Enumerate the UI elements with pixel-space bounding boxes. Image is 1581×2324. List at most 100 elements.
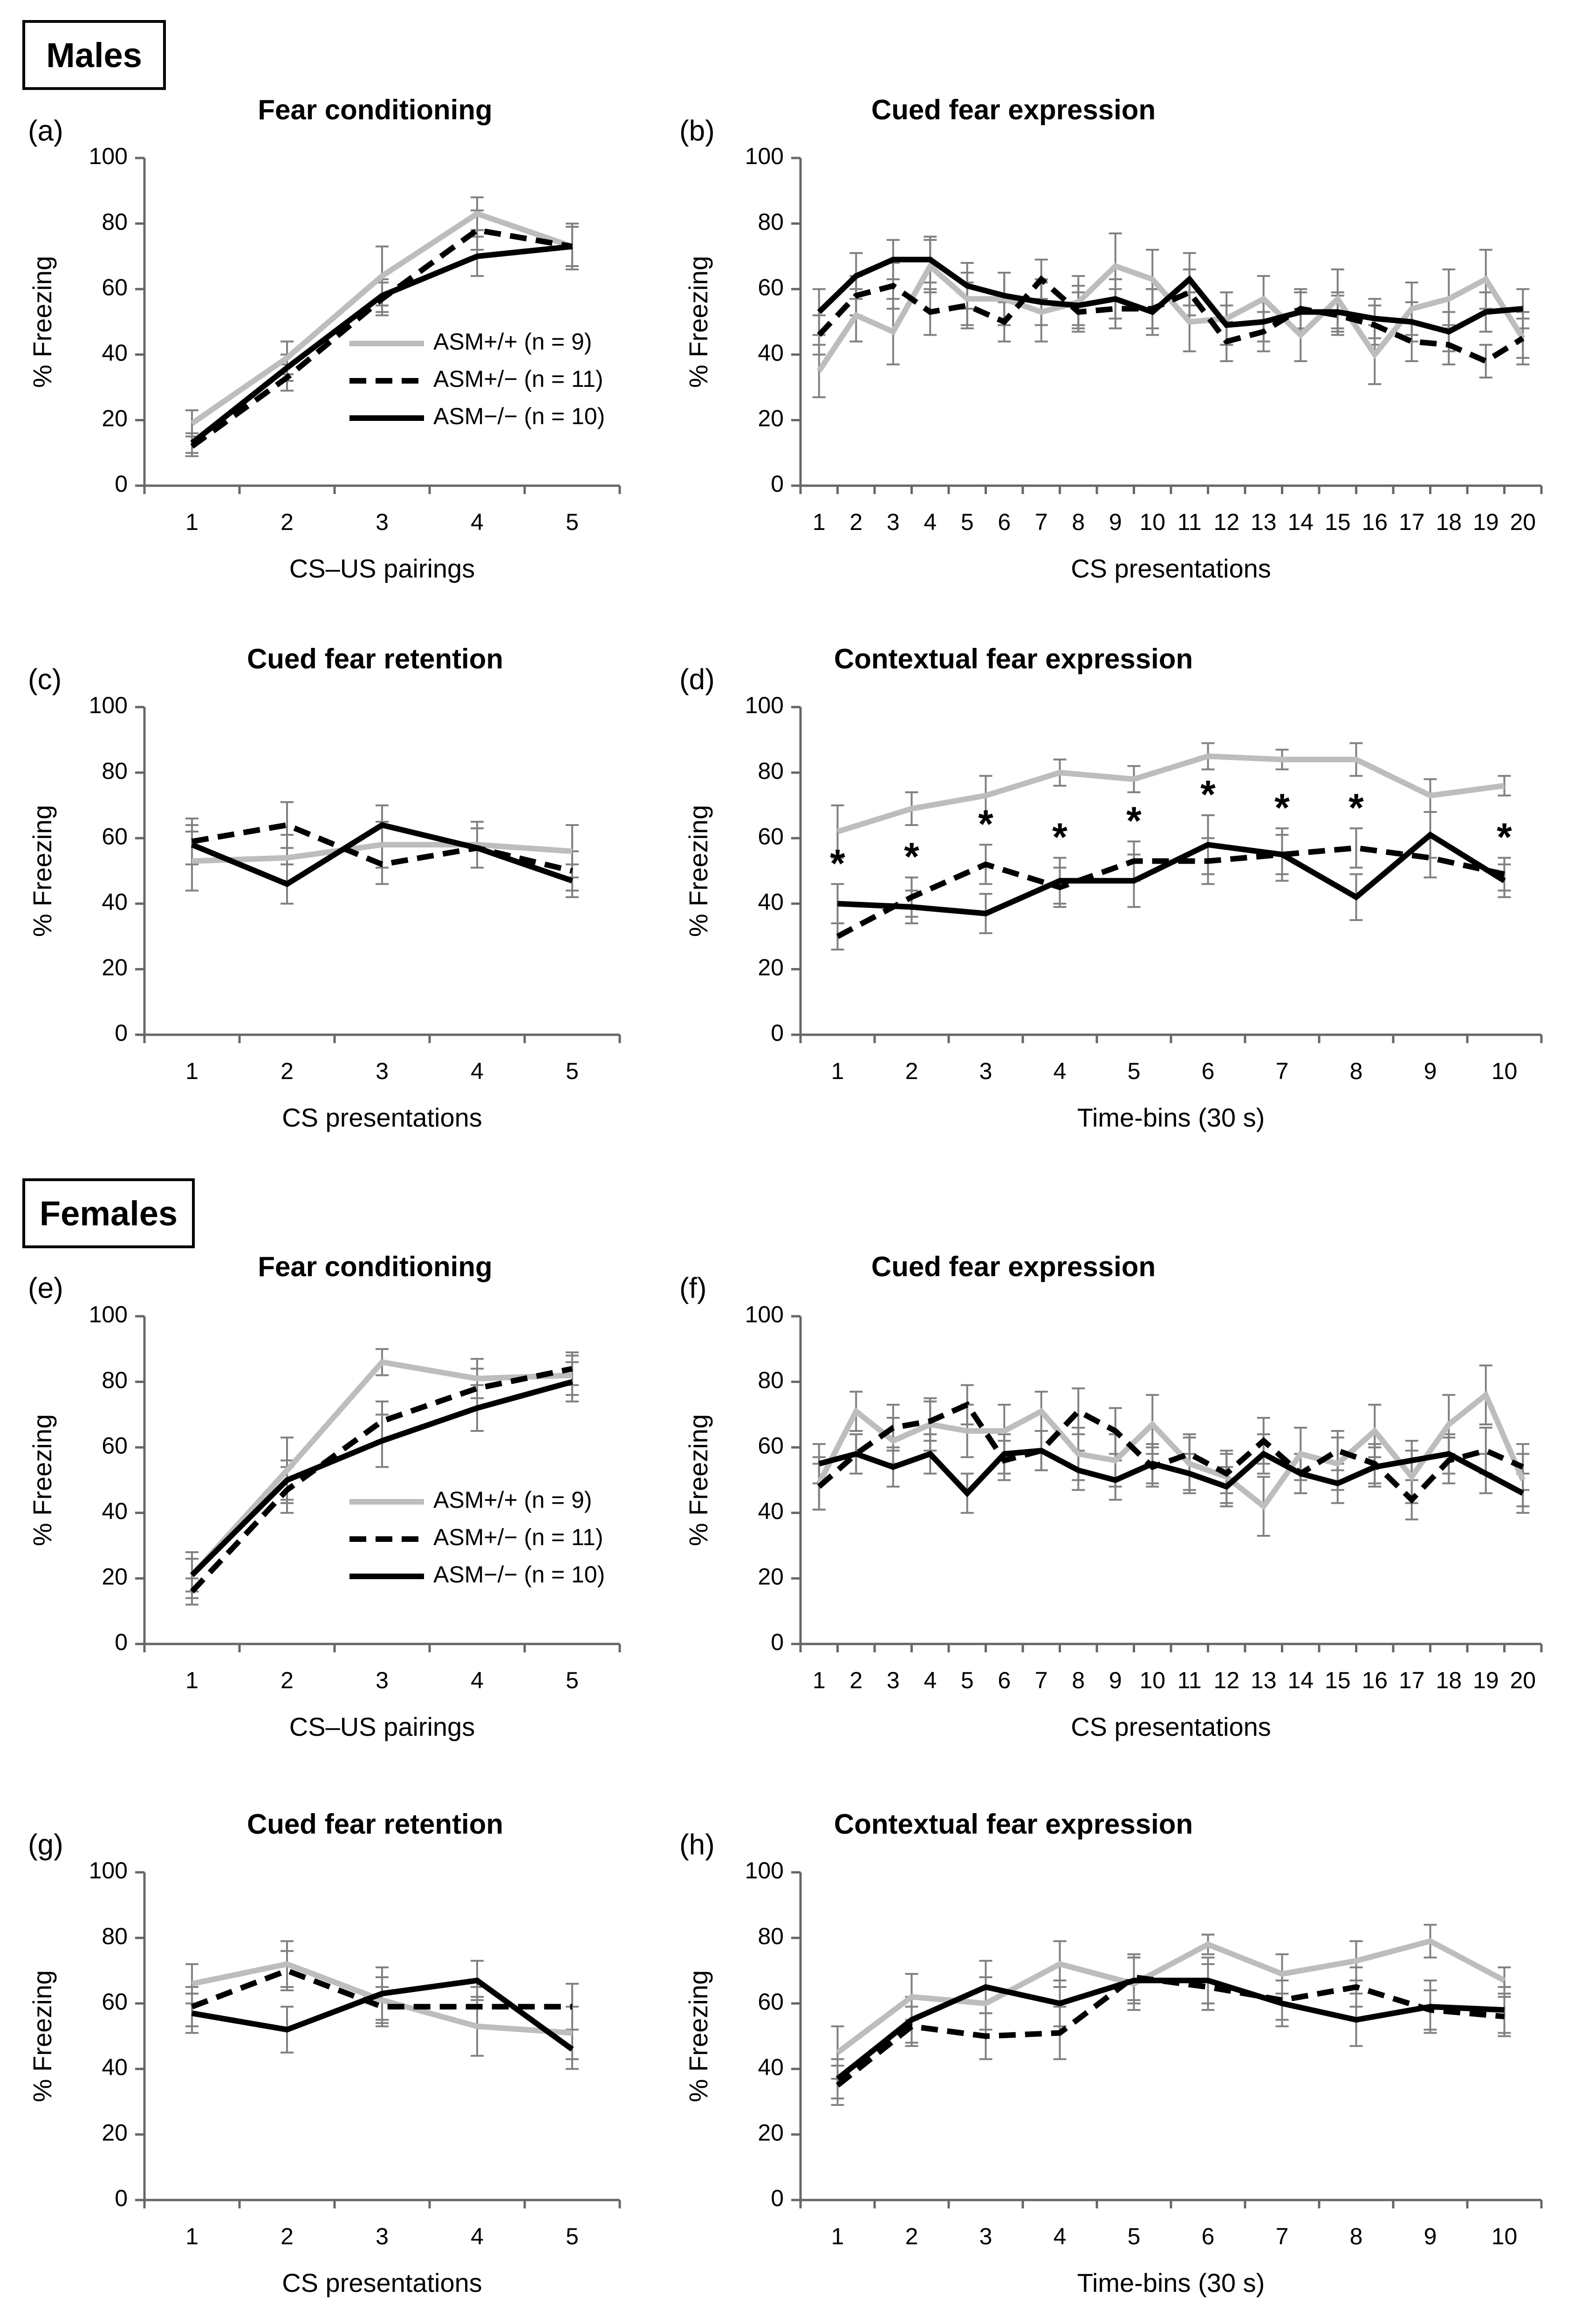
x-tick-label: 11 (1177, 1667, 1202, 1693)
y-tick-label: 60 (758, 1432, 784, 1458)
chart-title: Fear conditioning (258, 94, 492, 125)
y-tick-label: 60 (758, 1988, 784, 2015)
series-dashed (813, 1385, 1530, 1520)
x-tick-label: 5 (1128, 1058, 1141, 1084)
x-tick-label: 8 (1350, 1058, 1363, 1084)
panel-d: (d)Contextual fear expression02040608010… (679, 643, 1541, 1132)
y-tick-label: 60 (102, 274, 128, 300)
series-solid (831, 812, 1511, 933)
significance-star: * (830, 841, 845, 885)
x-tick-label: 2 (281, 2223, 294, 2249)
x-tick-label: 8 (1350, 2223, 1363, 2249)
y-tick-label: 20 (102, 955, 128, 981)
series-solid (185, 1961, 579, 2069)
x-tick-label: 16 (1362, 509, 1388, 535)
x-tick-label: 9 (1424, 1058, 1437, 1084)
x-tick-label: 18 (1436, 509, 1462, 535)
y-axis-label: % Freezing (27, 1414, 57, 1546)
y-axis-label: % Freezing (684, 805, 713, 937)
chart-title: Cued fear expression (871, 94, 1156, 125)
legend-entry: ASM+/+ (n = 9) (433, 329, 592, 355)
x-axis-label: CS–US pairings (289, 554, 475, 583)
x-tick-label: 6 (1202, 2223, 1215, 2249)
significance-star: * (1200, 772, 1216, 816)
x-axis-label: Time-bins (30 s) (1077, 2268, 1265, 2297)
y-tick-label: 0 (771, 471, 784, 497)
x-tick-label: 20 (1510, 1667, 1536, 1693)
y-tick-label: 60 (102, 823, 128, 849)
x-tick-label: 9 (1109, 1667, 1122, 1693)
x-tick-label: 18 (1436, 1667, 1462, 1693)
series-gray (831, 743, 1511, 858)
x-tick-label: 3 (887, 1667, 900, 1693)
y-tick-label: 80 (102, 758, 128, 784)
x-tick-label: 12 (1213, 1667, 1239, 1693)
y-axis-label: % Freezing (684, 1970, 713, 2102)
chart-title: Fear conditioning (258, 1251, 492, 1282)
x-tick-label: 14 (1287, 1667, 1314, 1693)
x-tick-label: 4 (471, 509, 484, 535)
series-line-dashed (819, 1405, 1523, 1500)
females-section-label: Females (22, 1178, 195, 1248)
x-tick-label: 9 (1424, 2223, 1437, 2249)
series-gray (813, 1365, 1530, 1536)
panel-label: (d) (679, 663, 715, 695)
y-tick-label: 100 (89, 1301, 128, 1327)
x-tick-label: 10 (1492, 1058, 1518, 1084)
chart-title: Cued fear retention (247, 1808, 503, 1840)
x-tick-label: 4 (924, 1667, 937, 1693)
x-tick-label: 4 (471, 2223, 484, 2249)
significance-star: * (904, 835, 919, 879)
x-tick-label: 2 (281, 1058, 294, 1084)
x-tick-label: 1 (813, 509, 826, 535)
x-axis-label: CS presentations (282, 1103, 482, 1132)
y-tick-label: 40 (102, 1498, 128, 1524)
x-tick-label: 4 (1054, 2223, 1067, 2249)
y-tick-label: 40 (758, 1498, 784, 1524)
x-tick-label: 13 (1251, 1667, 1277, 1693)
x-tick-label: 3 (376, 2223, 389, 2249)
y-tick-label: 80 (758, 209, 784, 235)
legend-entry: ASM+/+ (n = 9) (433, 1487, 592, 1513)
y-axis-label: % Freezing (684, 1414, 713, 1546)
y-tick-label: 20 (758, 1564, 784, 1590)
x-tick-label: 15 (1325, 509, 1351, 535)
x-tick-label: 17 (1399, 509, 1425, 535)
legend-entry: ASM+/− (n = 11) (433, 1524, 603, 1550)
y-tick-label: 80 (758, 1923, 784, 1949)
y-tick-label: 40 (102, 340, 128, 366)
y-tick-label: 20 (102, 2120, 128, 2146)
y-tick-label: 80 (758, 758, 784, 784)
x-tick-label: 2 (905, 2223, 918, 2249)
x-tick-label: 7 (1276, 1058, 1289, 1084)
y-tick-label: 80 (758, 1367, 784, 1393)
x-tick-label: 6 (1202, 1058, 1215, 1084)
x-tick-label: 2 (281, 1667, 294, 1693)
x-tick-label: 7 (1035, 1667, 1048, 1693)
x-tick-label: 1 (831, 1058, 844, 1084)
x-tick-label: 3 (887, 509, 900, 535)
y-tick-label: 0 (115, 1629, 128, 1655)
significance-star: * (1274, 785, 1290, 829)
x-tick-label: 4 (924, 509, 937, 535)
x-tick-label: 2 (849, 509, 862, 535)
x-tick-label: 5 (566, 1058, 579, 1084)
y-tick-label: 20 (758, 406, 784, 432)
y-tick-label: 40 (758, 340, 784, 366)
legend-entry: ASM−/− (n = 10) (433, 403, 605, 429)
x-tick-label: 2 (849, 1667, 862, 1693)
significance-star: * (1497, 815, 1512, 859)
x-tick-label: 1 (185, 1667, 198, 1693)
x-tick-label: 7 (1035, 509, 1048, 535)
panel-label: (c) (28, 663, 62, 695)
x-tick-label: 17 (1399, 1667, 1425, 1693)
y-tick-label: 0 (115, 2185, 128, 2211)
x-tick-label: 3 (979, 1058, 992, 1084)
x-tick-label: 4 (1054, 1058, 1067, 1084)
series-line-dashed (838, 1977, 1505, 2085)
